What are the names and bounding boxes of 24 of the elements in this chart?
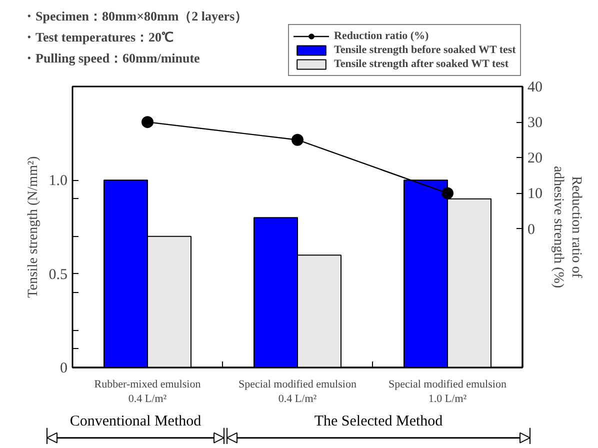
y2-tick-label: 30 [528, 115, 542, 132]
text: Conventional Method [70, 414, 202, 430]
y-tick-label: 1.0 [48, 173, 68, 190]
y2-tick-label: 40 [528, 80, 542, 96]
y-tick-label: 0 [60, 360, 68, 376]
point [442, 187, 454, 200]
y-axis-title: Tensile strength (N/mm²) [26, 156, 41, 298]
text: The Selected Method [314, 414, 444, 430]
x-tick-label: Rubber-mixed emulsion 0.4 L/m² [94, 378, 202, 405]
y2-tick-label: 0 [528, 222, 535, 238]
y2-tick-label: 20 [528, 150, 542, 167]
x-tick-label: Special modified emulsion 1.0 L/m² [388, 378, 507, 405]
point [292, 134, 304, 146]
y2-tick-label: 10 [528, 186, 542, 202]
legend-label: Tensile strength after soaked WT test [334, 57, 508, 71]
point [142, 116, 154, 128]
text: ・Pulling speed：60mm/minute [22, 50, 200, 66]
x-tick-label: Special modified emulsion 0.4 L/m² [238, 378, 357, 405]
y2-axis-title: Reduction ratio of adhesive strength (%) [550, 166, 584, 288]
y-tick-label: 0.5 [48, 266, 68, 283]
legend-label: Tensile strength before soaked WT test [334, 43, 516, 57]
legend-label: Reduction ratio (%) [334, 29, 429, 43]
text: ・Test temperatures：20℃ [22, 30, 174, 44]
text: ・Specimen：80mm×80mm（2 layers） [22, 8, 248, 24]
